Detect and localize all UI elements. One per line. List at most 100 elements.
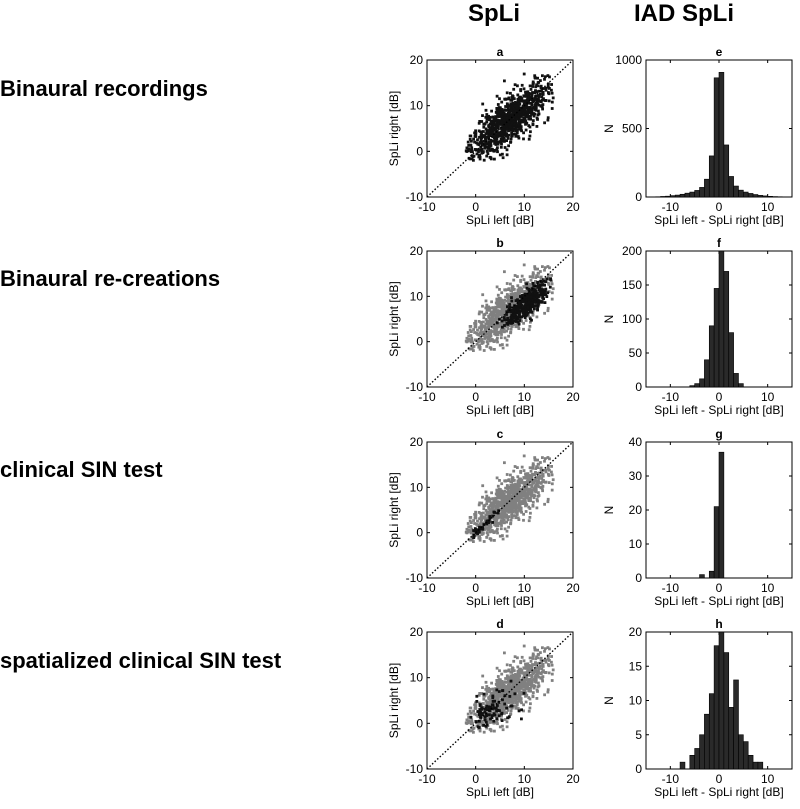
scatter-point — [487, 520, 491, 524]
scatter-point — [467, 525, 471, 529]
scatter-point — [530, 475, 534, 479]
x-tick-label-c-3: 20 — [566, 581, 580, 595]
scatter-point — [531, 275, 535, 279]
scatter-point — [541, 663, 545, 667]
scatter-point — [501, 109, 504, 113]
row-label-spatialized-clinical-sin-test: spatialized clinical SIN test — [0, 648, 282, 673]
scatter-point — [504, 486, 507, 490]
scatter-point — [490, 529, 493, 532]
scatter-point — [540, 469, 544, 472]
scatter-point — [491, 696, 495, 700]
scatter-point — [512, 500, 516, 503]
histogram-bar — [733, 679, 739, 770]
scatter-point — [493, 699, 496, 703]
scatter-point — [530, 684, 533, 688]
scatter-point — [517, 506, 521, 509]
scatter-point — [477, 150, 480, 154]
scatter-point — [486, 689, 490, 692]
scatter-point — [477, 121, 481, 125]
scatter-point — [490, 300, 493, 304]
scatter-point — [535, 274, 538, 278]
scatter-point — [505, 329, 508, 333]
scatter-point — [522, 469, 526, 472]
scatter-point — [499, 111, 503, 115]
scatter-point — [507, 681, 511, 684]
scatter-point — [520, 129, 523, 133]
x-tick-label-f-2: 10 — [761, 390, 775, 404]
scatter-point — [536, 102, 540, 106]
scatter-point — [527, 474, 531, 478]
scatter-point — [546, 275, 550, 279]
scatter-point — [524, 671, 528, 675]
scatter-point — [534, 479, 537, 483]
scatter-point — [478, 538, 482, 542]
scatter-point — [504, 122, 507, 126]
panel-title-c: c — [497, 427, 504, 441]
scatter-point — [518, 293, 521, 297]
scatter-point — [535, 125, 539, 128]
scatter-point — [529, 687, 532, 690]
scatter-point — [534, 108, 538, 112]
scatter-point — [509, 480, 513, 484]
scatter-point — [495, 285, 499, 289]
scatter-point — [546, 466, 550, 470]
scatter-point — [509, 327, 513, 331]
scatter-point — [532, 307, 536, 311]
histogram-bar — [733, 373, 739, 388]
scatter-point — [528, 491, 531, 495]
scatter-point — [533, 291, 537, 294]
scatter-point — [536, 484, 540, 488]
axes-frame-d — [426, 631, 574, 770]
scatter-point — [515, 689, 519, 693]
x-tick-label-c-2: 10 — [518, 581, 532, 595]
scatter-point — [525, 298, 528, 302]
scatter-point — [498, 514, 501, 518]
scatter-point — [514, 320, 518, 323]
scatter-point — [505, 515, 508, 518]
scatter-point — [467, 716, 471, 719]
scatter-point — [508, 507, 511, 510]
scatter-point — [530, 112, 533, 116]
scatter-point — [494, 507, 498, 511]
scatter-point — [496, 500, 500, 503]
scatter-point — [511, 285, 514, 288]
scatter-point — [532, 112, 535, 115]
scatter-point — [527, 96, 531, 99]
scatter-point — [496, 336, 499, 340]
x-tick-label-d-1: 0 — [472, 772, 479, 786]
scatter-point — [532, 686, 536, 690]
scatter-point — [544, 99, 547, 102]
scatter-point — [480, 322, 483, 326]
scatter-point — [499, 706, 503, 710]
scatter-point — [519, 661, 523, 665]
scatter-point — [506, 135, 509, 138]
scatter-point — [531, 670, 534, 673]
scatter-point — [534, 669, 537, 673]
scatter-point — [538, 481, 542, 485]
scatter-point — [470, 146, 474, 150]
y-tick-label-b-1: 0 — [416, 335, 423, 349]
scatter-point — [497, 694, 501, 697]
scatter-point — [503, 118, 506, 122]
scatter-point — [543, 266, 547, 269]
scatter-point — [494, 143, 498, 146]
scatter-point — [502, 316, 506, 319]
scatter-point — [503, 124, 506, 127]
scatter-point — [493, 688, 497, 692]
scatter-point — [524, 692, 528, 695]
scatter-point — [512, 489, 515, 493]
scatter-point — [530, 675, 534, 679]
scatter-point — [484, 497, 488, 501]
scatter-point — [476, 338, 479, 342]
scatter-point — [531, 291, 535, 295]
scatter-point — [528, 697, 532, 701]
x-tick-label-g-2: 10 — [761, 581, 775, 595]
scatter-point — [507, 504, 510, 508]
scatter-point — [509, 670, 513, 674]
scatter-point — [487, 505, 491, 509]
scatter-point — [517, 503, 521, 507]
scatter-point — [529, 702, 532, 706]
scatter-point — [546, 309, 550, 313]
scatter-point — [514, 127, 518, 130]
